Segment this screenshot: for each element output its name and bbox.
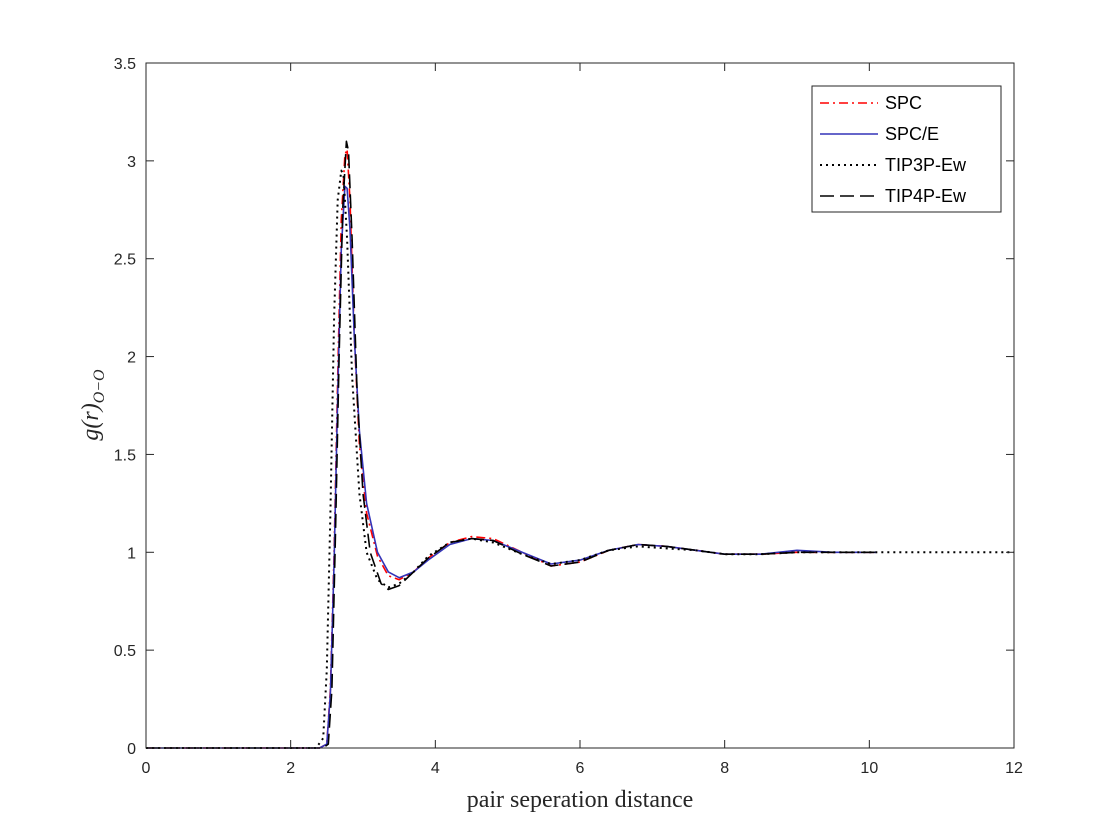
- series-line-tip3p-ew: [146, 169, 1014, 749]
- x-tick-label: 6: [576, 760, 585, 777]
- y-tick-label: 3: [127, 154, 136, 171]
- legend-label-spc-e: SPC/E: [885, 124, 939, 144]
- x-axis-label: pair seperation distance: [467, 787, 694, 813]
- legend-label-tip4p-ew: TIP4P-Ew: [885, 186, 967, 206]
- y-axis-label: g(r)O−O: [78, 369, 108, 441]
- legend-label-tip3p-ew: TIP3P-Ew: [885, 155, 967, 175]
- x-tick-label: 4: [431, 760, 440, 777]
- legend-box: [811, 85, 1002, 213]
- legend-label-spc: SPC: [885, 93, 922, 113]
- y-tick-label: 2.5: [114, 252, 136, 269]
- x-tick-label: 2: [286, 760, 295, 777]
- y-tick-label: 2: [127, 350, 136, 367]
- y-tick-label: 1.5: [114, 447, 136, 464]
- x-tick-label: 12: [1005, 760, 1023, 777]
- ticks-layer: 0 2 4 6 8 10 12 0 0.5 1 1.5 2 2.5 3 3.5: [114, 56, 1023, 777]
- y-tick-label: 0.5: [114, 643, 136, 660]
- x-tick-label: 0: [142, 760, 151, 777]
- y-axis-label-base: g(r): [78, 403, 104, 440]
- legend: SPC SPC/E TIP3P-Ew TIP4P-Ew: [811, 85, 1002, 213]
- series-layer: [146, 140, 1014, 749]
- x-tick-label: 10: [860, 760, 878, 777]
- series-line-tip4p-ew: [146, 140, 877, 749]
- y-tick-label: 1: [127, 545, 136, 562]
- y-axis-label-subscript: O−O: [91, 369, 108, 403]
- y-tick-label: 3.5: [114, 56, 136, 73]
- x-tick-label: 8: [720, 760, 729, 777]
- y-tick-label: 0: [127, 741, 136, 758]
